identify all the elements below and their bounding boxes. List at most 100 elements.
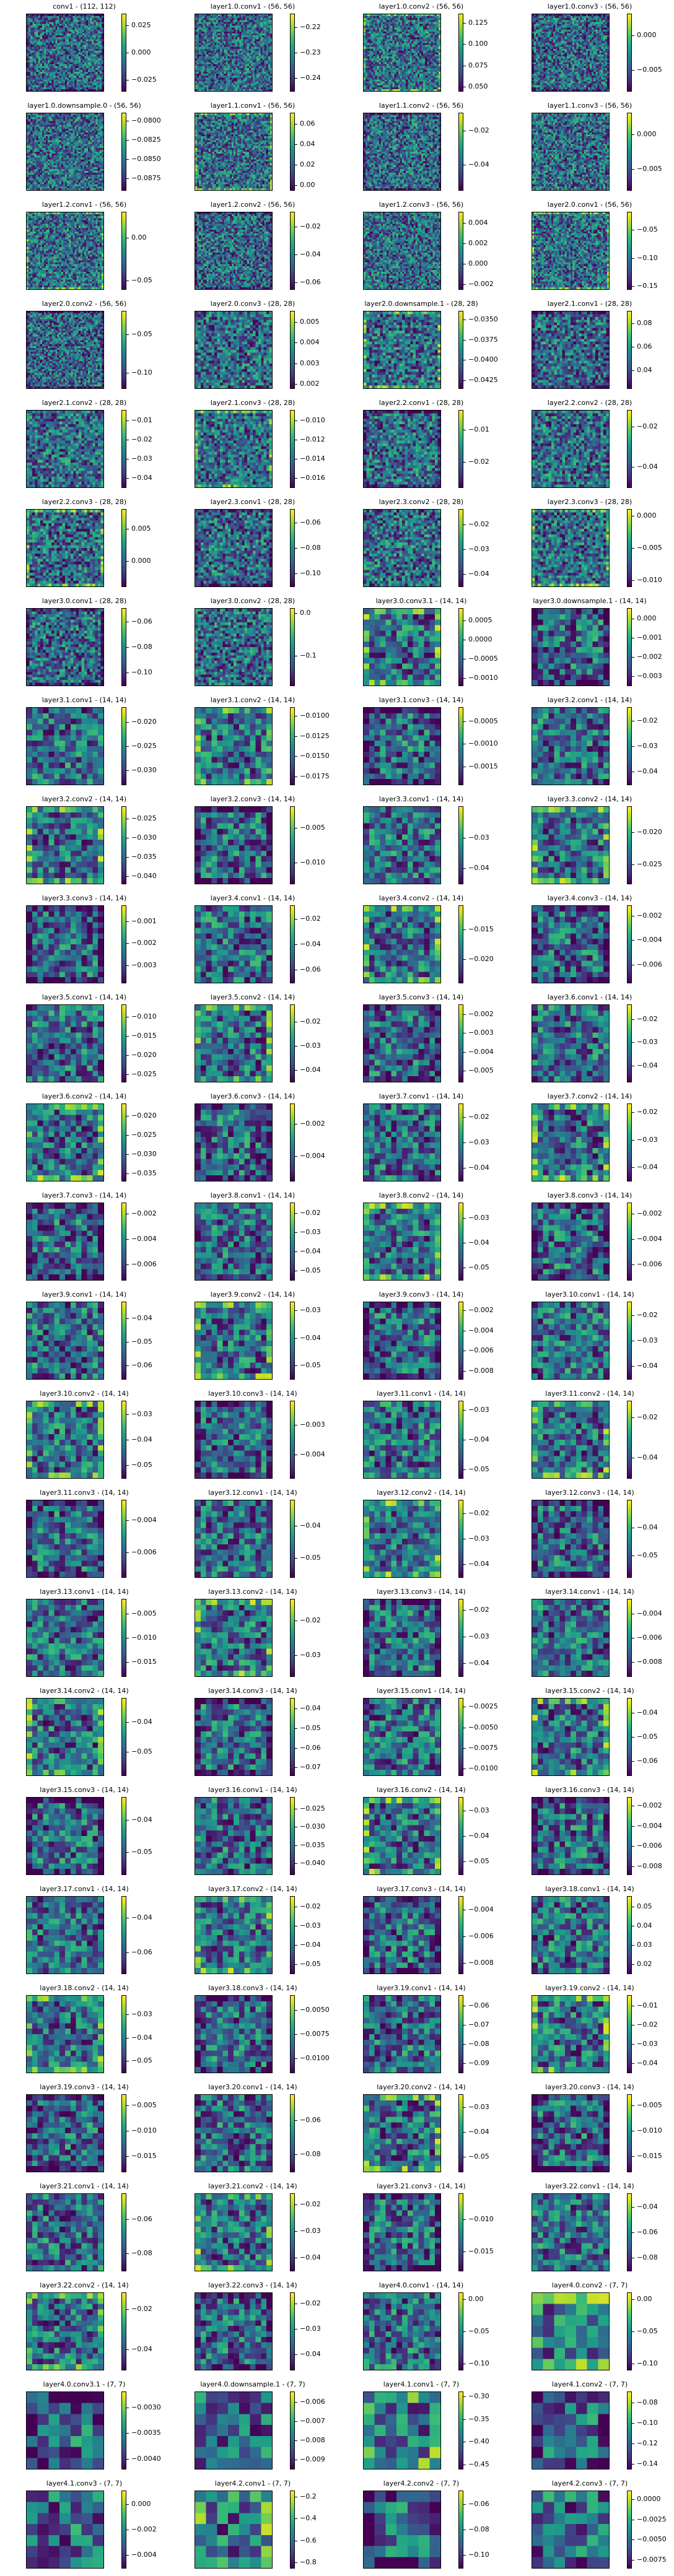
tick-mark xyxy=(463,243,466,244)
tick-label: −0.01 xyxy=(637,2001,658,2010)
tick-label: −0.030 xyxy=(300,1822,325,1831)
tick-label: −0.03 xyxy=(468,1632,489,1641)
activation-panel: layer3.2.conv3 - (14, 14)−0.005−0.010 xyxy=(168,793,337,892)
panel-title: layer3.12.conv3 - (14, 14) xyxy=(506,1489,674,1497)
activation-panel: layer3.5.conv1 - (14, 14)−0.010−0.015−0.… xyxy=(0,991,168,1090)
colorbar xyxy=(290,1698,295,1776)
tick-label: −0.002 xyxy=(637,1801,662,1810)
tick-mark xyxy=(126,1952,129,1953)
heatmap-image xyxy=(532,905,610,983)
heatmap-image xyxy=(195,1599,273,1677)
tick-mark xyxy=(126,2349,129,2350)
heatmap-image xyxy=(195,14,273,92)
tick-mark xyxy=(295,363,297,364)
panel-title: layer3.16.conv2 - (14, 14) xyxy=(337,1786,506,1794)
tick-mark xyxy=(632,1140,634,1141)
tick-label: 0.004 xyxy=(468,219,488,227)
colorbar xyxy=(121,1896,126,1974)
tick-label: −0.02 xyxy=(131,435,152,444)
tick-mark xyxy=(632,1945,634,1946)
heatmap-image xyxy=(26,1797,104,1875)
activation-panel: layer3.6.conv3 - (14, 14)−0.002−0.004 xyxy=(168,1090,337,1189)
panel-title: layer3.14.conv1 - (14, 14) xyxy=(506,1588,674,1596)
tick-mark xyxy=(463,721,466,722)
tick-label: −0.008 xyxy=(637,1658,662,1666)
colorbar xyxy=(458,2193,463,2271)
tick-label: −0.010 xyxy=(300,858,325,867)
heatmap-image xyxy=(363,1302,441,1380)
panel-title: layer4.0.conv1 - (14, 14) xyxy=(337,2281,506,2289)
tick-mark xyxy=(632,657,634,658)
panel-title: layer3.1.conv3 - (14, 14) xyxy=(337,696,506,704)
colorbar xyxy=(627,1103,632,1181)
tick-mark xyxy=(632,1866,634,1867)
tick-label: −0.0010 xyxy=(468,674,498,682)
tick-label: −0.4 xyxy=(300,2514,317,2523)
heatmap-image xyxy=(363,2094,441,2172)
tick-mark xyxy=(295,1365,297,1366)
heatmap-image xyxy=(363,2491,441,2569)
activation-panel: layer3.16.conv2 - (14, 14)−0.03−0.04−0.0… xyxy=(337,1783,506,1882)
panel-title: layer3.6.conv1 - (14, 14) xyxy=(506,993,674,1001)
tick-label: −0.008 xyxy=(468,1367,494,1375)
panel-title: layer3.10.conv2 - (14, 14) xyxy=(0,1390,168,1398)
tick-mark xyxy=(126,1239,129,1240)
panel-title: layer3.7.conv3 - (14, 14) xyxy=(0,1191,168,1199)
tick-label: −0.03 xyxy=(300,2227,321,2235)
tick-label: 0.04 xyxy=(637,1921,652,1930)
tick-mark xyxy=(463,1836,466,1837)
panel-title: layer2.2.conv1 - (28, 28) xyxy=(337,399,506,407)
tick-label: −0.04 xyxy=(637,1523,658,1532)
colorbar xyxy=(458,212,463,290)
tick-label: −0.008 xyxy=(637,1862,662,1871)
tick-label: −0.08 xyxy=(637,2253,658,2262)
tick-mark xyxy=(295,2034,297,2035)
tick-mark xyxy=(463,929,466,930)
tick-mark xyxy=(463,1052,466,1053)
tick-label: −0.08 xyxy=(300,544,321,552)
activation-panel: layer2.2.conv1 - (28, 28)−0.01−0.02 xyxy=(337,396,506,495)
panel-title: layer3.20.conv1 - (14, 14) xyxy=(168,2083,337,2091)
tick-label: −0.02 xyxy=(300,1209,321,1217)
tick-mark xyxy=(463,380,466,381)
tick-mark xyxy=(463,2044,466,2045)
tick-label: −0.03 xyxy=(637,1336,658,1345)
heatmap-image xyxy=(532,311,610,389)
tick-label: −0.03 xyxy=(468,1138,489,1147)
colorbar xyxy=(458,1302,463,1380)
colorbar xyxy=(627,2094,632,2172)
activation-panel: layer3.12.conv3 - (14, 14)−0.04−0.05 xyxy=(506,1486,674,1585)
tick-mark xyxy=(463,284,466,285)
colorbar xyxy=(627,1302,632,1380)
colorbar xyxy=(290,113,295,191)
panel-title: layer3.17.conv2 - (14, 14) xyxy=(168,1885,337,1893)
heatmap-image xyxy=(532,1797,610,1875)
colorbar xyxy=(121,905,126,983)
heatmap-image xyxy=(26,2193,104,2271)
tick-mark xyxy=(632,286,634,287)
panel-title: layer3.4.conv1 - (14, 14) xyxy=(168,894,337,902)
tick-label: −0.02 xyxy=(468,458,489,466)
colorbar xyxy=(121,1995,126,2073)
activation-panel: layer4.1.conv2 - (7, 7)−0.08−0.10−0.12−0… xyxy=(506,2378,674,2477)
colorbar xyxy=(290,410,295,488)
tick-label: −0.02 xyxy=(131,2305,152,2313)
tick-mark xyxy=(126,420,129,421)
activation-panel: layer4.2.conv2 - (7, 7)−0.06−0.08−0.10 xyxy=(337,2477,506,2576)
tick-label: 0.050 xyxy=(468,82,488,91)
colorbar xyxy=(121,1797,126,1875)
tick-label: −0.04 xyxy=(131,1435,152,1444)
heatmap-image xyxy=(26,707,104,785)
tick-mark xyxy=(126,876,129,877)
panel-title: layer2.3.conv2 - (28, 28) xyxy=(337,498,506,506)
tick-mark xyxy=(295,2421,297,2422)
heatmap-image xyxy=(532,1698,610,1776)
tick-label: −0.09 xyxy=(468,2059,489,2068)
tick-label: 0.025 xyxy=(131,21,151,30)
tick-mark xyxy=(295,1728,297,1729)
heatmap-image xyxy=(532,410,610,488)
panel-title: layer3.6.conv2 - (14, 14) xyxy=(0,1092,168,1100)
panel-title: layer3.13.conv3 - (14, 14) xyxy=(337,1588,506,1596)
colorbar xyxy=(290,1797,295,1875)
tick-label: −0.04 xyxy=(468,1659,489,1668)
